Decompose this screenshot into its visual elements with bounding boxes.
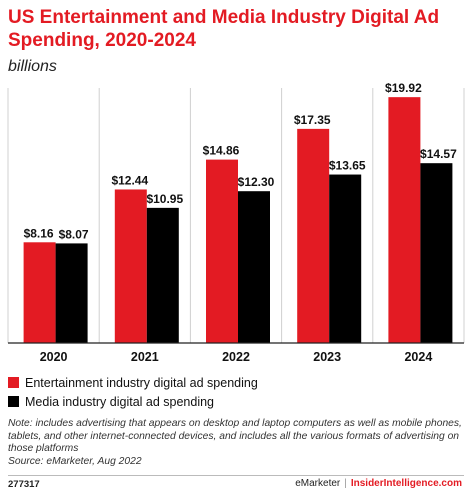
legend-swatch-black (8, 396, 19, 407)
bar-entertainment-2020 (23, 242, 56, 343)
data-label-entertainment-2022: $14.86 (203, 144, 240, 158)
chart-id: 277317 (8, 479, 40, 490)
footer-brand: eMarketer | InsiderIntelligence.com (295, 478, 462, 489)
brand-insider-intelligence: InsiderIntelligence.com (350, 478, 462, 489)
brand-emarketer: eMarketer (295, 478, 341, 489)
data-label-entertainment-2021: $12.44 (111, 173, 148, 187)
chart-subtitle: billions (8, 58, 57, 75)
footer-divider (8, 475, 464, 476)
bar-media-2023 (329, 174, 362, 343)
bar-media-2021 (146, 207, 179, 343)
chart-title: US Entertainment and Media Industry Digi… (8, 7, 440, 51)
x-tick-label-2023: 2023 (313, 350, 341, 364)
data-label-entertainment-2024: $19.92 (385, 81, 422, 95)
legend-label-media: Media industry digital ad spending (25, 395, 215, 409)
bar-media-2024 (420, 163, 453, 343)
legend-item-media: Media industry digital ad spending (8, 395, 214, 409)
data-label-media-2023: $13.65 (329, 159, 366, 173)
legend-label-entertainment: Entertainment industry digital ad spendi… (25, 376, 258, 390)
x-tick-label-2022: 2022 (222, 350, 250, 364)
data-label-media-2021: $10.95 (146, 192, 183, 206)
data-label-entertainment-2020: $8.16 (24, 226, 54, 240)
x-tick-label-2024: 2024 (404, 350, 432, 364)
bar-entertainment-2022 (206, 159, 238, 343)
x-tick-label-2021: 2021 (131, 350, 159, 364)
data-label-entertainment-2023: $17.35 (294, 113, 331, 127)
legend-swatch-red (8, 377, 19, 388)
x-tick-label-2020: 2020 (40, 350, 68, 364)
note-text: Note: includes advertising that appears … (8, 418, 462, 454)
data-label-media-2022: $12.30 (238, 175, 275, 189)
bar-chart: $8.16 $8.07 2020 $12.44 $10.95 2021 $14.86 $12.… (7, 81, 465, 364)
bar-entertainment-2024 (388, 97, 421, 343)
bar-media-2020 (55, 243, 88, 343)
data-label-media-2024: $14.57 (420, 147, 457, 161)
data-label-media-2020: $8.07 (59, 227, 89, 241)
bar-entertainment-2021 (114, 189, 147, 343)
legend-item-entertainment: Entertainment industry digital ad spendi… (8, 376, 258, 390)
source-text: Source: eMarketer, Aug 2022 (8, 455, 142, 467)
bar-media-2022 (238, 191, 270, 343)
chart-note: Note: includes advertising that appears … (8, 418, 464, 468)
brand-separator: | (344, 478, 347, 489)
bar-entertainment-2023 (297, 128, 330, 343)
